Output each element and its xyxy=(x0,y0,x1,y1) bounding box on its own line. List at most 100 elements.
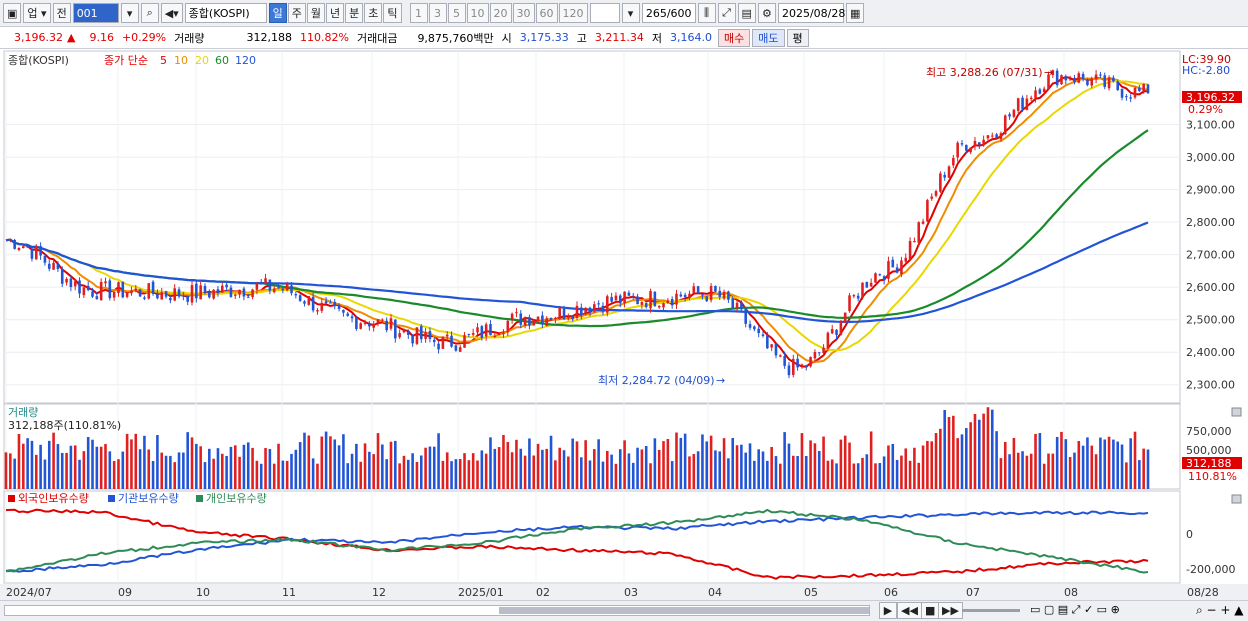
interval-button-120[interactable]: 120 xyxy=(558,3,588,23)
price-legend-name: 종합(KOSPI) xyxy=(8,54,69,67)
calendar-icon[interactable]: ▦ xyxy=(845,3,865,23)
volume-bar xyxy=(952,415,955,489)
search-icon[interactable]: ⌕ xyxy=(140,3,159,23)
chart-tool-icon[interactable]: ⫼ xyxy=(697,3,716,23)
volume-bar xyxy=(402,455,406,489)
draw-tool-icon[interactable]: ⤢ xyxy=(717,3,736,23)
candle-body xyxy=(536,316,540,322)
market-type-select[interactable]: 업 ▾ xyxy=(23,3,51,23)
volume-bar xyxy=(294,449,298,489)
period-tab-1[interactable]: 주 xyxy=(287,3,306,23)
volume-bar xyxy=(887,445,890,489)
volume-bar xyxy=(943,409,946,489)
interval-button-5[interactable]: 5 xyxy=(447,3,466,23)
candle-body xyxy=(541,315,544,325)
candle-body xyxy=(709,286,713,301)
horizontal-scrollbar[interactable] xyxy=(4,605,870,616)
prev-button[interactable]: 전 xyxy=(52,3,71,23)
candle-body xyxy=(169,297,172,301)
volume-bar xyxy=(701,434,704,489)
period-tab-2[interactable]: 월 xyxy=(306,3,326,23)
candle-body xyxy=(887,261,890,279)
dropdown-icon[interactable]: ▾ xyxy=(120,3,139,23)
stop-icon[interactable]: ■ xyxy=(921,602,940,619)
x-axis-label: 05 xyxy=(804,586,818,599)
speaker-icon[interactable]: ◀▾ xyxy=(160,3,183,23)
window-icon[interactable]: ▣ xyxy=(3,3,22,23)
volume-bar xyxy=(852,463,856,489)
candle-body xyxy=(17,247,21,251)
candle-body xyxy=(1138,87,1141,92)
scrollbar-thumb[interactable] xyxy=(499,607,869,614)
period-tab-3[interactable]: 년 xyxy=(326,3,345,23)
play-icon[interactable]: ▶ xyxy=(879,602,897,619)
x-axis-label: 07 xyxy=(966,586,980,599)
sell-button[interactable]: 매도 xyxy=(752,28,785,47)
volume-pane-close-icon[interactable] xyxy=(1231,407,1242,417)
code-input[interactable]: 001 xyxy=(72,3,119,23)
candle-body xyxy=(662,303,665,308)
period-tab-5[interactable]: 초 xyxy=(364,3,383,23)
volume-bar xyxy=(112,460,116,489)
volume-bar xyxy=(960,434,964,489)
date-field[interactable]: 2025/08/28 xyxy=(777,3,845,23)
candle-body xyxy=(1112,77,1115,82)
interval-button-60[interactable]: 60 xyxy=(535,3,558,23)
ma-legend-120: 120 xyxy=(235,54,256,67)
period-tab-4[interactable]: 분 xyxy=(345,3,364,23)
interval-button-20[interactable]: 20 xyxy=(489,3,512,23)
candle-body xyxy=(307,296,311,305)
volume-bar xyxy=(623,440,626,489)
volume-bar xyxy=(450,461,453,489)
candle-body xyxy=(346,313,350,316)
candle-body xyxy=(229,287,233,297)
volume-bar xyxy=(190,437,194,489)
candle-body xyxy=(809,356,812,367)
candle-body xyxy=(108,280,112,299)
rewind-icon[interactable]: ◀◀ xyxy=(897,602,922,619)
period-tab-0[interactable]: 일 xyxy=(268,3,287,23)
period-tab-6[interactable]: 틱 xyxy=(383,3,402,23)
save-icon[interactable]: ▤ xyxy=(737,3,756,23)
price-pane-frame xyxy=(3,50,1181,404)
interval-button-30[interactable]: 30 xyxy=(512,3,535,23)
candle-body xyxy=(389,318,393,329)
count-field[interactable]: 265/600 xyxy=(641,3,696,23)
buy-button[interactable]: 매수 xyxy=(718,28,751,47)
candle-body xyxy=(1142,84,1145,91)
volume-current-tag xyxy=(1182,457,1242,469)
volume-bar xyxy=(787,443,791,489)
fast-forward-icon[interactable]: ▶▶ xyxy=(938,602,963,619)
volume-bar xyxy=(255,460,259,489)
candle-body xyxy=(843,312,847,323)
interval-dropdown-icon[interactable]: ▾ xyxy=(621,3,640,23)
candle-body xyxy=(82,287,86,296)
interval-button-1[interactable]: 1 xyxy=(409,3,428,23)
zoom-controls[interactable]: ⌕ − + ▲ xyxy=(1196,603,1244,617)
volume-bar xyxy=(532,455,536,489)
view-mode-icons[interactable]: ▭ ▢ ▤ ⤢ ✓ ▭ ⊕ xyxy=(1030,603,1120,616)
volume-bar xyxy=(826,460,830,489)
volume-bar xyxy=(428,446,432,489)
flow-pane-close-icon[interactable] xyxy=(1231,494,1242,504)
interval-custom-input[interactable] xyxy=(589,3,620,23)
candle-body xyxy=(714,285,717,292)
gear-icon[interactable]: ⚙ xyxy=(757,3,776,23)
candle-body xyxy=(9,239,12,241)
candle-body xyxy=(424,332,427,339)
volume-bar xyxy=(692,454,696,489)
volume-value: 312,188 xyxy=(246,31,293,44)
volume-bar xyxy=(662,441,665,489)
zoom-slider[interactable] xyxy=(962,609,1020,612)
interval-button-3[interactable]: 3 xyxy=(428,3,447,23)
chart-svg[interactable]: 2,300.00 2,400.00 2,500.00 2,600.00 2,700.00… xyxy=(0,49,1248,601)
avg-button[interactable]: 평 xyxy=(786,28,809,47)
volume-bar xyxy=(1146,449,1150,489)
candle-body xyxy=(476,327,479,333)
interval-button-10[interactable]: 10 xyxy=(466,3,489,23)
candle-body xyxy=(878,274,882,276)
volume-bar xyxy=(298,442,302,489)
candle-body xyxy=(285,283,289,291)
volume-bar xyxy=(86,437,90,489)
candle-body xyxy=(458,347,462,352)
